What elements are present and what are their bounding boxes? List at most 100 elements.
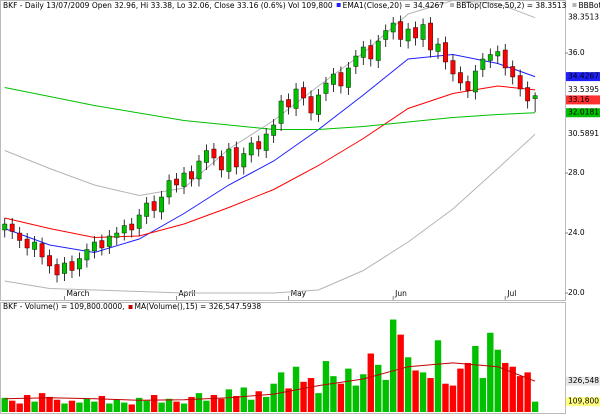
candle-body <box>248 142 254 156</box>
candle-body <box>181 172 187 187</box>
candle-body <box>233 147 239 168</box>
legend-entry: EMA1(Close,20) = 34.4267 <box>343 1 445 10</box>
volume-bar <box>270 383 277 412</box>
candle-body <box>286 99 292 108</box>
candle-body <box>17 232 23 241</box>
candle-body <box>226 148 232 172</box>
candle-body <box>9 223 15 232</box>
volume-bar <box>98 395 106 412</box>
close-label: 33.16 <box>568 95 590 104</box>
candle-body <box>443 42 448 63</box>
volume-bar <box>412 370 419 412</box>
volume-bar <box>76 402 83 412</box>
candle-body <box>331 73 336 85</box>
candle-body <box>39 243 45 258</box>
volume-bar <box>113 399 120 412</box>
volume-bar <box>23 395 31 412</box>
volume-bar <box>509 366 516 412</box>
candle-body <box>301 87 306 99</box>
x-tick-label: Jul <box>506 289 516 298</box>
x-tick-label: Jun <box>394 289 407 298</box>
candle-body <box>458 72 463 84</box>
candle-body <box>174 178 179 186</box>
volume-bar <box>195 393 203 412</box>
volume-bar <box>262 396 270 412</box>
candle-body <box>204 150 209 163</box>
volume-bar <box>479 378 487 412</box>
candle-body <box>196 160 202 180</box>
volume-bar <box>345 368 352 412</box>
indicator-line <box>4 87 536 130</box>
candle-body <box>151 201 157 211</box>
volume-bar <box>315 393 322 412</box>
candle-body <box>368 45 374 60</box>
volume-bar <box>389 319 397 412</box>
candle-body <box>47 255 52 267</box>
candle-body <box>263 133 269 151</box>
candle-body <box>360 46 366 58</box>
candle-body <box>472 70 478 93</box>
volume-bar <box>367 353 374 412</box>
volume-bar <box>427 378 434 412</box>
volume-bar <box>46 396 53 412</box>
candle-body <box>495 51 501 57</box>
candle-body <box>189 171 194 180</box>
candle-body <box>166 180 172 198</box>
y-tick-label: 36.0 <box>568 48 585 57</box>
volume-bar <box>382 379 389 412</box>
volume-bar <box>531 401 539 412</box>
volume-bar <box>38 393 46 412</box>
label-box <box>566 72 600 82</box>
candle-body <box>383 30 389 40</box>
candle-body <box>129 223 135 231</box>
candle-body <box>24 238 30 249</box>
candle-body <box>106 235 112 247</box>
volume-bar <box>307 378 315 412</box>
candle-body <box>256 141 262 150</box>
last-value-label: 34.4267 <box>568 72 599 81</box>
volume-bar <box>68 400 76 412</box>
candle-body <box>69 261 75 271</box>
volume-bar <box>516 376 524 412</box>
last-value-label: 109,800 <box>568 397 599 406</box>
y-tick-label: 28.0 <box>568 168 585 177</box>
volume-bar <box>472 345 479 412</box>
legend-swatch <box>450 3 455 7</box>
volume-bar <box>442 383 449 412</box>
candle-body <box>159 196 165 213</box>
candle-body <box>517 75 523 90</box>
volume-bar <box>135 397 143 412</box>
volume-bar <box>31 401 38 412</box>
legend-entry: BBBot(Close,50,2) = 30.5891 <box>578 1 600 10</box>
candle-body <box>54 264 60 276</box>
volume-bar <box>487 332 494 412</box>
volume-bar <box>165 398 173 412</box>
volume-bar <box>91 401 98 412</box>
candle-body <box>345 67 351 88</box>
candle-body <box>420 24 426 40</box>
volume-bar <box>434 340 442 412</box>
legend-swatch <box>128 305 133 309</box>
candle-body <box>136 214 142 229</box>
candle-body <box>271 124 277 136</box>
candle-body <box>428 22 433 51</box>
label-box <box>566 95 600 105</box>
candle-body <box>144 202 150 217</box>
candle-body <box>62 262 67 274</box>
legend-swatch <box>572 3 577 7</box>
candle-body <box>532 95 538 99</box>
candle-body <box>308 96 314 114</box>
candle-body <box>211 148 217 159</box>
legend-swatch <box>336 3 341 7</box>
volume-bar <box>464 362 472 412</box>
candle-body <box>218 156 224 171</box>
volume-bar <box>457 368 464 412</box>
y-tick-label: 20.0 <box>568 288 585 297</box>
last-value-label: 30.5891 <box>568 129 599 138</box>
volume-bar <box>106 403 113 412</box>
volume-bar <box>240 387 247 412</box>
candle-body <box>338 72 344 87</box>
candle-body <box>502 49 508 69</box>
